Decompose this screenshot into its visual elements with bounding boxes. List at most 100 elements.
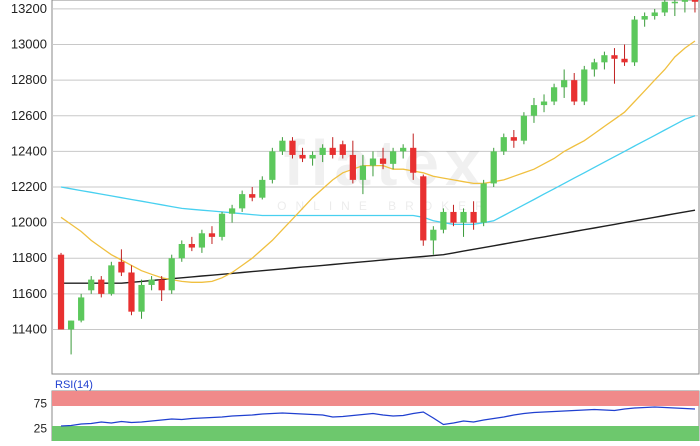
- rsi-tick-label: 75: [34, 397, 48, 411]
- y-tick-label: 12200: [11, 179, 47, 194]
- candle-body: [309, 154, 316, 159]
- candle: [239, 190, 246, 212]
- candle: [158, 276, 165, 301]
- y-tick-labels: 11400 11600 11800 12000 12200 12400 12600 12800…: [11, 1, 47, 337]
- candle-body: [108, 265, 115, 294]
- candle: [57, 252, 65, 330]
- candle-body: [319, 147, 326, 155]
- y-tick-label: 12800: [11, 72, 47, 87]
- candle-body: [198, 233, 206, 248]
- candle: [490, 147, 497, 187]
- candles: [57, 0, 699, 355]
- candle-body: [279, 140, 286, 152]
- candle-body: [239, 194, 246, 209]
- candle-body: [88, 279, 95, 291]
- candle-body: [561, 80, 568, 88]
- candle-body: [168, 258, 175, 291]
- moving-average-ma-fast: [60, 40, 696, 283]
- candle: [420, 174, 427, 246]
- candle: [581, 65, 588, 106]
- candle: [319, 144, 326, 163]
- candle: [400, 144, 407, 159]
- candle-body: [470, 211, 477, 223]
- candle: [651, 8, 658, 20]
- candle: [269, 147, 276, 184]
- candle-body: [349, 154, 356, 180]
- rsi-panel: 75 25: [34, 390, 700, 442]
- y-tick-label: 12600: [11, 108, 47, 123]
- candle-body: [400, 147, 407, 152]
- candle-body: [691, 0, 699, 2]
- candle: [691, 0, 699, 13]
- candle-body: [158, 279, 165, 291]
- candle-body: [460, 211, 467, 223]
- candle-body: [530, 105, 538, 116]
- candle-body: [218, 213, 226, 237]
- candle-body: [601, 55, 608, 63]
- candle-body: [379, 158, 387, 164]
- candle-body: [329, 147, 336, 155]
- candle: [88, 276, 95, 294]
- rsi-label: RSI(14): [55, 379, 93, 391]
- candle-body: [631, 19, 638, 63]
- candle: [641, 12, 648, 27]
- candle: [198, 229, 206, 253]
- candle-body: [671, 1, 678, 4]
- candle-body: [520, 115, 528, 141]
- y-tick-label: 11600: [12, 286, 47, 301]
- grid-layer: [51, 0, 700, 375]
- candle: [379, 147, 387, 170]
- candle-body: [269, 151, 276, 180]
- candle-body: [581, 69, 588, 102]
- candle-body: [128, 272, 135, 312]
- candle-body: [369, 158, 377, 166]
- candle-body: [510, 137, 517, 141]
- candle: [108, 261, 115, 296]
- candle: [138, 279, 145, 319]
- candle-body: [500, 137, 507, 152]
- candle: [359, 154, 367, 195]
- watermark-tagline: ONLINE BROKER: [277, 199, 493, 213]
- candle-body: [57, 254, 65, 330]
- candle-body: [420, 176, 427, 241]
- moving-averages: [60, 40, 696, 284]
- candle-body: [651, 12, 658, 17]
- candle-body: [550, 87, 558, 102]
- candle: [67, 320, 75, 355]
- candle: [329, 137, 336, 159]
- candle: [450, 204, 457, 227]
- candle: [621, 44, 628, 66]
- candle-body: [339, 144, 346, 155]
- candle: [430, 226, 437, 255]
- candle-body: [490, 151, 497, 184]
- candle-body: [571, 80, 578, 102]
- candle: [148, 276, 155, 291]
- candle: [671, 0, 678, 17]
- candle: [631, 16, 638, 66]
- candle-body: [661, 1, 668, 13]
- candle: [349, 140, 356, 184]
- candle-body: [289, 140, 296, 155]
- rsi-overbought-zone: [52, 391, 699, 406]
- candle-body: [591, 62, 598, 70]
- candle: [410, 133, 417, 180]
- candle: [571, 73, 578, 106]
- candle-body: [67, 320, 75, 330]
- y-tick-label: 12000: [11, 215, 47, 230]
- candle-body: [480, 183, 487, 223]
- candle: [611, 48, 618, 84]
- candle: [510, 130, 517, 148]
- moving-average-ma-mid: [60, 115, 696, 226]
- candle-body: [681, 0, 689, 2]
- candle: [249, 187, 256, 202]
- candle-body: [540, 101, 548, 106]
- candle-body: [611, 55, 618, 59]
- candle: [661, 0, 668, 17]
- candle: [78, 293, 85, 323]
- candle: [128, 265, 135, 316]
- candle: [540, 94, 548, 113]
- candle-body: [138, 284, 145, 312]
- candle-body: [98, 279, 105, 294]
- y-tick-label: 12400: [11, 143, 47, 158]
